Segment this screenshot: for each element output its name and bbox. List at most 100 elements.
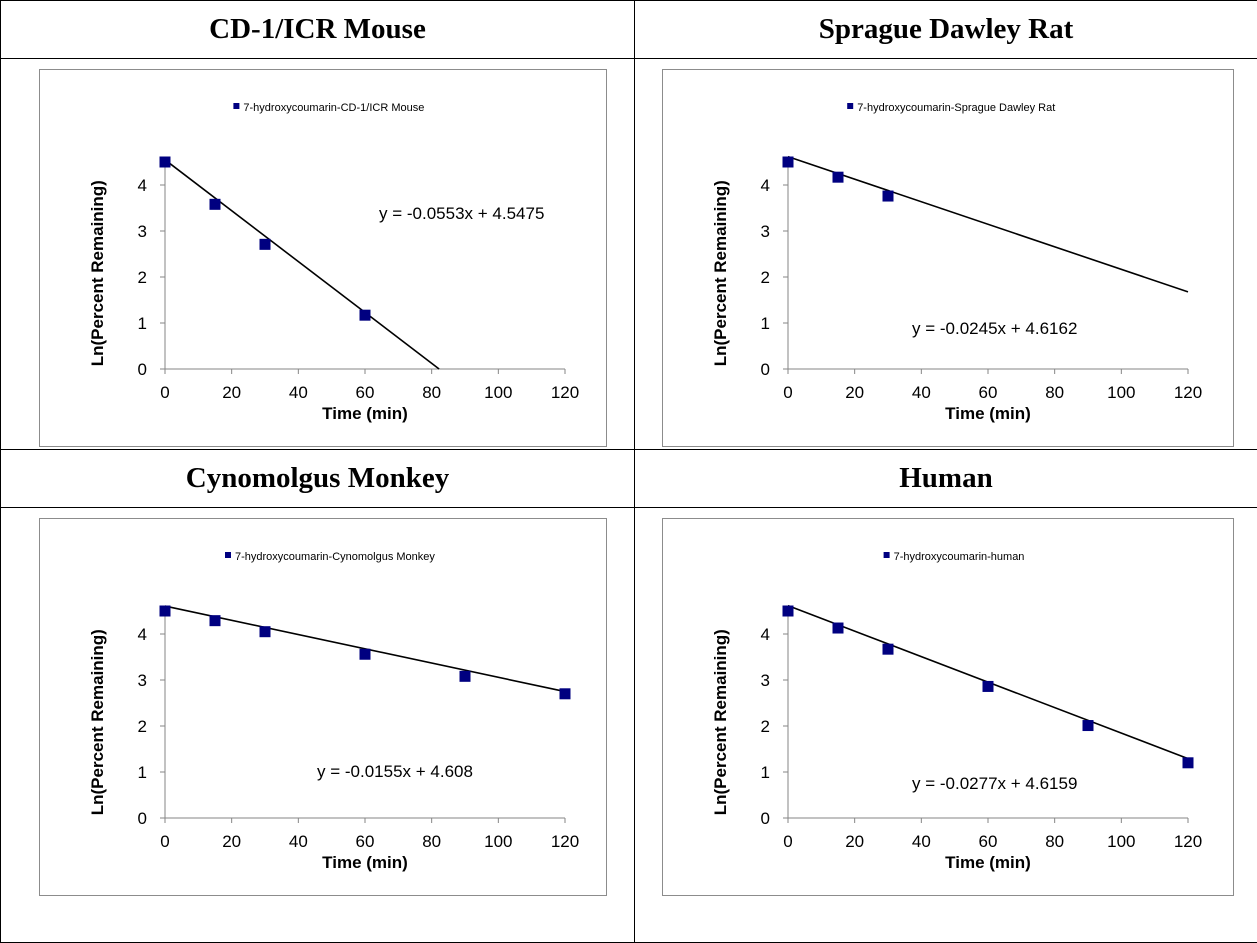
chart-mouse: 0 20 40 60 80 100 120 0 1 2 3 4 Time (min) Ln(Percent… bbox=[39, 69, 607, 447]
y-tick-label: 1 bbox=[138, 763, 147, 782]
chart-frame bbox=[662, 518, 1234, 896]
data-point bbox=[882, 190, 894, 202]
x-tick-label: 80 bbox=[422, 832, 441, 851]
panel-header-rat: Sprague Dawley Rat bbox=[634, 0, 1257, 59]
y-tick-label: 1 bbox=[761, 314, 770, 333]
x-tick-label: 20 bbox=[845, 383, 864, 402]
y-tick-label: 4 bbox=[761, 625, 770, 644]
x-tick-label: 40 bbox=[289, 383, 308, 402]
data-point bbox=[982, 680, 994, 692]
x-axis-title: Time (min) bbox=[945, 853, 1031, 872]
x-tick-label: 0 bbox=[783, 832, 792, 851]
trendline-equation: y = -0.0553x + 4.5475 bbox=[379, 204, 544, 223]
x-tick-label: 80 bbox=[1045, 383, 1064, 402]
y-tick-label: 4 bbox=[761, 176, 770, 195]
x-tick-label: 80 bbox=[422, 383, 441, 402]
x-tick-label: 60 bbox=[356, 383, 375, 402]
x-axis-title: Time (min) bbox=[322, 853, 408, 872]
chart-human: 0 20 40 60 80 100 120 0 1 2 3 4 Time (min) Ln(Percent… bbox=[662, 518, 1234, 896]
x-tick-label: 120 bbox=[551, 383, 579, 402]
x-tick-label: 0 bbox=[160, 383, 169, 402]
x-tick-label: 60 bbox=[979, 832, 998, 851]
y-tick-label: 3 bbox=[138, 671, 147, 690]
y-axis-title: Ln(Percent Remaining) bbox=[88, 180, 107, 366]
data-point bbox=[259, 238, 271, 250]
y-tick-label: 1 bbox=[761, 763, 770, 782]
x-tick-label: 120 bbox=[551, 832, 579, 851]
data-point bbox=[159, 156, 171, 168]
legend-marker bbox=[883, 552, 890, 558]
y-tick-label: 1 bbox=[138, 314, 147, 333]
panel-header-human: Human bbox=[634, 449, 1257, 508]
x-tick-label: 100 bbox=[1107, 383, 1135, 402]
x-tick-label: 40 bbox=[289, 832, 308, 851]
panel-mouse: 0 20 40 60 80 100 120 0 1 2 3 4 Time (min) Ln(Percent… bbox=[0, 58, 635, 450]
y-tick-label: 4 bbox=[138, 176, 147, 195]
y-tick-label: 2 bbox=[138, 717, 147, 736]
legend-marker bbox=[847, 103, 854, 109]
y-tick-label: 3 bbox=[761, 671, 770, 690]
data-point bbox=[159, 605, 171, 617]
x-tick-label: 40 bbox=[912, 383, 931, 402]
y-tick-label: 0 bbox=[761, 360, 770, 379]
legend: 7-hydroxycoumarin-human bbox=[883, 551, 1025, 563]
x-tick-label: 120 bbox=[1174, 383, 1202, 402]
x-tick-label: 100 bbox=[484, 832, 512, 851]
chart-frame bbox=[662, 69, 1234, 447]
chart-frame bbox=[39, 518, 607, 896]
x-tick-label: 80 bbox=[1045, 832, 1064, 851]
data-point bbox=[832, 171, 844, 183]
x-tick-label: 120 bbox=[1174, 832, 1202, 851]
data-point bbox=[882, 643, 894, 655]
chart-monkey: 0 20 40 60 80 100 120 0 1 2 3 4 Time (min) Ln(Percent… bbox=[39, 518, 607, 896]
y-axis-title: Ln(Percent Remaining) bbox=[711, 629, 730, 815]
x-tick-label: 100 bbox=[1107, 832, 1135, 851]
x-tick-label: 60 bbox=[979, 383, 998, 402]
panel-rat: 0 20 40 60 80 100 120 0 1 2 3 4 Time (min) Ln(Percent… bbox=[634, 58, 1257, 450]
x-tick-label: 20 bbox=[222, 832, 241, 851]
y-tick-label: 0 bbox=[761, 809, 770, 828]
y-tick-label: 2 bbox=[138, 268, 147, 287]
data-point bbox=[209, 615, 221, 627]
trendline bbox=[164, 159, 440, 370]
data-point bbox=[559, 688, 571, 700]
legend-label: 7-hydroxycoumarin-Sprague Dawley Rat bbox=[857, 102, 1055, 114]
legend-marker bbox=[225, 552, 231, 558]
y-tick-label: 3 bbox=[761, 222, 770, 241]
trendline-equation: y = -0.0245x + 4.6162 bbox=[912, 319, 1077, 338]
panel-human: 0 20 40 60 80 100 120 0 1 2 3 4 Time (min) Ln(Percent… bbox=[634, 507, 1257, 943]
y-tick-label: 4 bbox=[138, 625, 147, 644]
x-tick-label: 20 bbox=[845, 832, 864, 851]
x-tick-label: 100 bbox=[484, 383, 512, 402]
data-point bbox=[1182, 757, 1194, 769]
x-tick-label: 40 bbox=[912, 832, 931, 851]
data-point bbox=[259, 626, 271, 638]
legend-label: 7-hydroxycoumarin-CD-1/ICR Mouse bbox=[243, 102, 424, 114]
x-tick-label: 0 bbox=[783, 383, 792, 402]
trendline bbox=[787, 155, 1189, 293]
x-axis-title: Time (min) bbox=[322, 404, 408, 423]
legend: 7-hydroxycoumarin-Sprague Dawley Rat bbox=[847, 102, 1055, 114]
legend-marker bbox=[233, 103, 240, 109]
data-point bbox=[782, 156, 794, 168]
data-point bbox=[359, 648, 371, 660]
y-tick-label: 0 bbox=[138, 809, 147, 828]
y-axis-title: Ln(Percent Remaining) bbox=[88, 629, 107, 815]
panel-header-mouse: CD-1/ICR Mouse bbox=[0, 0, 635, 59]
y-tick-label: 0 bbox=[138, 360, 147, 379]
x-tick-label: 20 bbox=[222, 383, 241, 402]
chart-frame bbox=[39, 69, 607, 447]
data-point bbox=[1082, 720, 1094, 732]
y-tick-label: 3 bbox=[138, 222, 147, 241]
legend-label: 7-hydroxycoumarin-Cynomolgus Monkey bbox=[235, 551, 435, 563]
legend: 7-hydroxycoumarin-Cynomolgus Monkey bbox=[225, 551, 435, 563]
x-tick-label: 0 bbox=[160, 832, 169, 851]
data-point bbox=[359, 309, 371, 321]
y-tick-label: 2 bbox=[761, 268, 770, 287]
x-tick-label: 60 bbox=[356, 832, 375, 851]
y-tick-label: 2 bbox=[761, 717, 770, 736]
legend-label: 7-hydroxycoumarin-human bbox=[894, 551, 1025, 563]
y-axis-title: Ln(Percent Remaining) bbox=[711, 180, 730, 366]
chart-rat: 0 20 40 60 80 100 120 0 1 2 3 4 Time (min) Ln(Percent… bbox=[662, 69, 1234, 447]
